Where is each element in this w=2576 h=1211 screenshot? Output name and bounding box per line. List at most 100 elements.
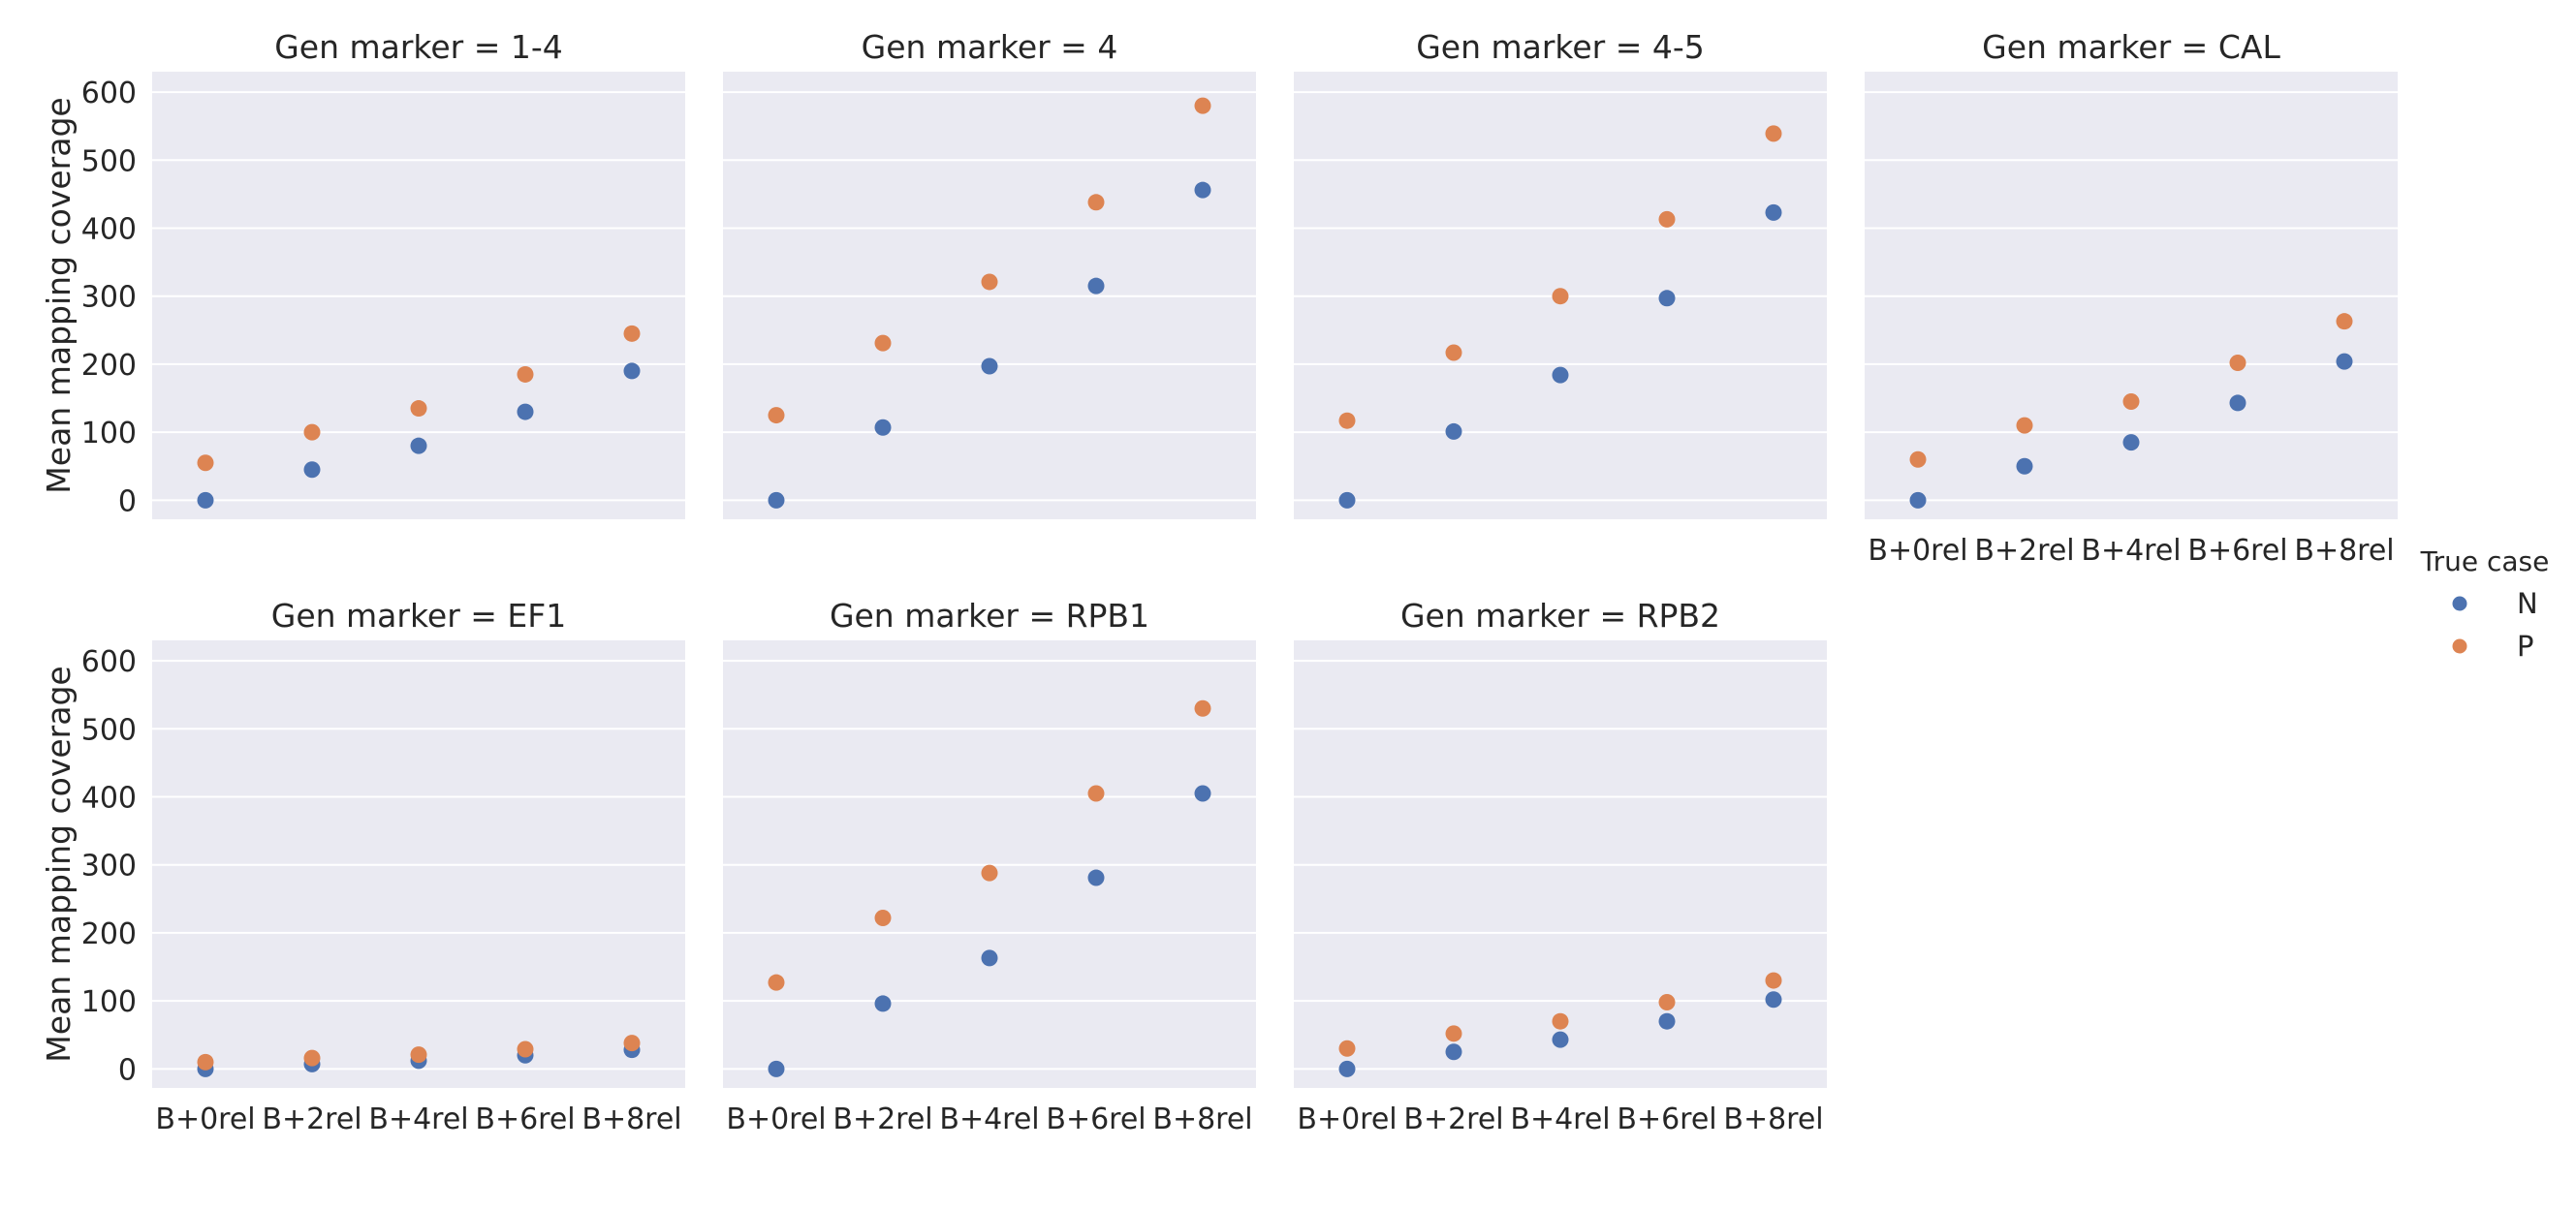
x-tick-label: B+0rel (726, 1102, 826, 1136)
point-p (1445, 1025, 1462, 1042)
point-n (2016, 457, 2033, 475)
point-p (1087, 194, 1105, 211)
point-n (1338, 1060, 1356, 1077)
point-n (981, 949, 998, 967)
y-tick-label: 100 (81, 417, 137, 450)
point-p (1194, 699, 1211, 717)
x-tick-label: B+4rel (1510, 1102, 1610, 1136)
x-tick-label: B+2rel (832, 1102, 932, 1136)
y-axis-label: Mean mapping coverage (40, 97, 78, 493)
point-p (2122, 393, 2140, 411)
point-n (768, 1060, 785, 1077)
point-n (1338, 491, 1356, 509)
point-n (768, 491, 785, 509)
point-n (1445, 422, 1462, 440)
panel-title: Gen marker = 4 (862, 28, 1118, 66)
x-tick-label: B+2rel (1974, 534, 2074, 568)
point-n (517, 403, 534, 420)
legend-label: N (2517, 587, 2538, 620)
facet-panel: Gen marker = 4 (723, 28, 1256, 519)
facet-panel: Gen marker = RPB2 B+0rel B+2rel B+4rel B+6re… (1294, 597, 1827, 1136)
point-p (874, 334, 892, 352)
legend-label: P (2517, 630, 2534, 663)
x-tick-label: B+2rel (262, 1102, 361, 1136)
panel-title: Gen marker = 1-4 (274, 28, 563, 66)
point-p (1552, 288, 1569, 305)
x-tick-label: B+8rel (2294, 534, 2394, 568)
y-tick-label: 600 (81, 645, 137, 679)
point-p (874, 909, 892, 926)
point-p (2336, 313, 2353, 330)
point-n (1909, 491, 1927, 509)
facet-panel: Gen marker = 1-4 0 100 200 300 400 500 600 (81, 28, 685, 519)
x-tick-label: B+0rel (155, 1102, 255, 1136)
point-p (1765, 125, 1782, 142)
point-p (768, 974, 785, 991)
point-n (1087, 277, 1105, 295)
panel-title: Gen marker = 4-5 (1416, 28, 1705, 66)
point-p (2016, 417, 2033, 434)
point-n (981, 357, 998, 375)
facet-panel: Gen marker = CAL B+0rel B+2rel B+4rel B+6rel… (1865, 28, 2398, 568)
x-tick-label: B+8rel (581, 1102, 681, 1136)
y-tick-label: 300 (81, 281, 137, 315)
legend-marker (2452, 596, 2467, 611)
panel-title: Gen marker = RPB1 (830, 597, 1149, 635)
y-tick-label: 500 (81, 713, 137, 747)
point-p (1338, 412, 1356, 429)
point-n (623, 362, 641, 380)
point-n (874, 995, 892, 1012)
point-n (1194, 181, 1211, 199)
point-n (1765, 991, 1782, 1009)
point-p (623, 1035, 641, 1052)
point-p (197, 1053, 214, 1071)
legend-title: True case (2420, 545, 2550, 577)
y-tick-label: 200 (81, 917, 137, 951)
point-p (981, 864, 998, 882)
x-tick-label: B+4rel (2081, 534, 2181, 568)
facet-panel: Gen marker = 4-5 (1294, 28, 1827, 519)
point-p (517, 1040, 534, 1058)
y-tick-label: 0 (118, 484, 137, 518)
point-p (1658, 210, 1676, 228)
y-tick-label: 400 (81, 212, 137, 246)
point-n (410, 437, 427, 454)
y-tick-label: 0 (118, 1053, 137, 1087)
point-p (1552, 1012, 1569, 1030)
point-p (1445, 344, 1462, 361)
y-tick-label: 200 (81, 349, 137, 383)
point-n (1445, 1043, 1462, 1061)
point-n (1765, 203, 1782, 221)
y-tick-label: 500 (81, 144, 137, 178)
point-p (197, 454, 214, 472)
y-tick-label: 600 (81, 77, 137, 110)
point-n (303, 461, 321, 479)
point-p (303, 423, 321, 441)
point-p (981, 273, 998, 291)
point-n (1658, 290, 1676, 307)
point-n (1087, 869, 1105, 886)
point-p (623, 325, 641, 342)
x-tick-label: B+8rel (1723, 1102, 1823, 1136)
x-tick-label: B+8rel (1152, 1102, 1252, 1136)
point-n (1658, 1012, 1676, 1030)
point-n (197, 491, 214, 509)
point-p (1765, 972, 1782, 989)
panel-title: Gen marker = EF1 (271, 597, 566, 635)
y-tick-label: 300 (81, 850, 137, 884)
point-p (768, 407, 785, 424)
x-tick-label: B+4rel (368, 1102, 468, 1136)
point-n (874, 419, 892, 436)
point-p (1658, 994, 1676, 1011)
x-tick-label: B+6rel (475, 1102, 575, 1136)
legend-entry: N (2452, 587, 2538, 620)
x-tick-label: B+2rel (1403, 1102, 1503, 1136)
x-tick-label: B+6rel (1046, 1102, 1146, 1136)
point-n (1552, 366, 1569, 384)
point-n (1194, 785, 1211, 802)
point-p (517, 365, 534, 383)
y-tick-label: 400 (81, 781, 137, 815)
x-tick-label: B+6rel (1617, 1102, 1716, 1136)
